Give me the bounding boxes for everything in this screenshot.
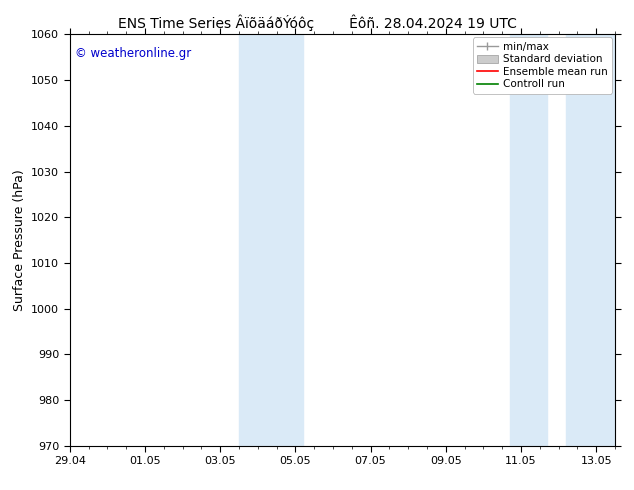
Text: © weatheronline.gr: © weatheronline.gr: [75, 47, 191, 60]
Text: ENS Time Series ÂïõäáðÝóôç        Êôñ. 28.04.2024 19 UTC: ENS Time Series ÂïõäáðÝóôç Êôñ. 28.04.20…: [117, 15, 517, 31]
Bar: [566, 34, 615, 446]
Bar: [239, 34, 303, 446]
Y-axis label: Surface Pressure (hPa): Surface Pressure (hPa): [13, 169, 25, 311]
Bar: [510, 34, 547, 446]
Legend: min/max, Standard deviation, Ensemble mean run, Controll run: min/max, Standard deviation, Ensemble me…: [473, 37, 612, 94]
